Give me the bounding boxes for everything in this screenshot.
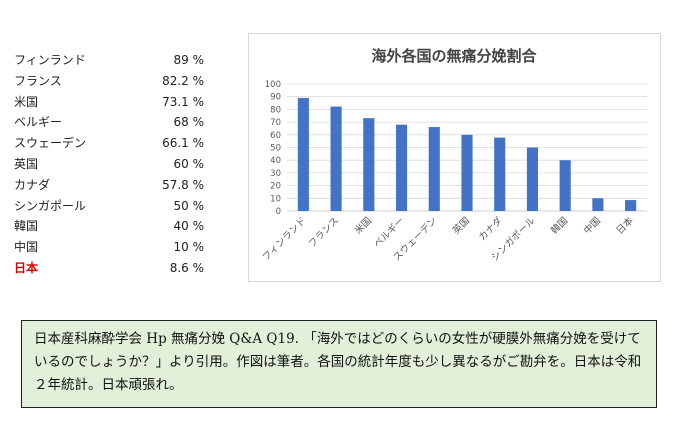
country-percent: 8.6 % <box>169 260 204 275</box>
x-tick-label: フランス <box>307 215 342 250</box>
country-percent: 57.8 % <box>162 177 204 192</box>
country-name: 中国 <box>14 240 39 255</box>
x-tick-label: 米国 <box>352 215 374 237</box>
x-tick-label: 英国 <box>450 215 472 237</box>
country-percent: 50 % <box>173 198 205 213</box>
y-tick-label: 30 <box>270 169 281 179</box>
country-name: カナダ <box>14 177 51 192</box>
country-name: ベルギー <box>14 115 63 130</box>
table-row: カナダ 57.8 % <box>14 175 204 196</box>
bar <box>330 106 342 211</box>
y-tick-label: 50 <box>270 144 281 154</box>
table-row: 英国 60 % <box>14 154 204 175</box>
country-name: シンガポール <box>14 198 87 213</box>
country-percent: 10 % <box>173 240 205 255</box>
country-percent: 68 % <box>173 115 205 130</box>
bar <box>625 200 637 211</box>
country-percent: 60 % <box>173 156 205 171</box>
citation-note: 日本産科麻酔学会 Hp 無痛分娩 Q&A Q19. 「海外ではどのくらいの女性が… <box>21 320 657 408</box>
table-row: 日本 8.6 % <box>14 258 204 279</box>
table-row: 韓国 40 % <box>14 216 204 237</box>
y-tick-label: 100 <box>265 80 281 90</box>
bar <box>494 137 506 211</box>
table-row: 中国 10 % <box>14 237 204 258</box>
y-tick-label: 90 <box>270 93 281 103</box>
table-row: スウェーデン 66.1 % <box>14 133 204 154</box>
table-row: フィンランド 89 % <box>14 50 204 71</box>
country-percent: 40 % <box>173 219 205 234</box>
bar-chart: 海外各国の無痛分娩割合 0 10 20 30 40 50 60 70 80 90 100 フィンランド… <box>261 47 647 263</box>
country-table: フィンランド 89 % フランス 82.2 % 米国 73.1 % ベルギー 68 % スウェー… <box>14 50 204 279</box>
y-tick-label: 20 <box>270 182 281 192</box>
chart-title: 海外各国の無痛分娩割合 <box>371 47 537 65</box>
x-tick-label: 日本 <box>614 214 636 236</box>
country-percent: 82.2 % <box>162 73 204 88</box>
country-percent: 66.1 % <box>162 136 204 151</box>
bar <box>526 147 539 211</box>
bar <box>559 160 571 211</box>
country-name: 米国 <box>14 94 39 109</box>
bar <box>592 198 604 211</box>
bar <box>297 97 309 211</box>
y-tick-label: 80 <box>270 105 281 115</box>
bar <box>395 124 408 211</box>
country-percent: 73.1 % <box>162 94 204 109</box>
country-percent: 89 % <box>173 53 205 67</box>
x-tick-label: フィンランド <box>261 215 309 263</box>
bar <box>363 118 375 211</box>
y-tick-label: 60 <box>270 131 281 141</box>
country-name: 日本 <box>14 260 39 275</box>
table-row: フランス 82.2 % <box>14 71 204 92</box>
country-name: フィンランド <box>14 53 86 67</box>
x-tick-label: 中国 <box>581 215 603 237</box>
chart-frame: 海外各国の無痛分娩割合 0 10 20 30 40 50 60 70 80 90 100 フィンランド… <box>248 33 661 282</box>
y-tick-label: 10 <box>270 194 281 204</box>
table-row: シンガポール 50 % <box>14 196 204 217</box>
y-tick-label: 40 <box>270 156 281 166</box>
x-tick-label: 韓国 <box>549 215 570 236</box>
y-tick-label: 70 <box>270 118 281 128</box>
y-tick-label: 0 <box>276 207 281 217</box>
country-name: 韓国 <box>14 219 39 234</box>
bar <box>461 134 473 211</box>
x-tick-label: カナダ <box>476 214 505 243</box>
table-row: 米国 73.1 % <box>14 92 204 113</box>
bar <box>428 127 440 211</box>
country-name: フランス <box>14 73 62 88</box>
table-row: ベルギー 68 % <box>14 112 204 133</box>
country-name: 英国 <box>14 156 39 171</box>
country-name: スウェーデン <box>14 136 87 151</box>
